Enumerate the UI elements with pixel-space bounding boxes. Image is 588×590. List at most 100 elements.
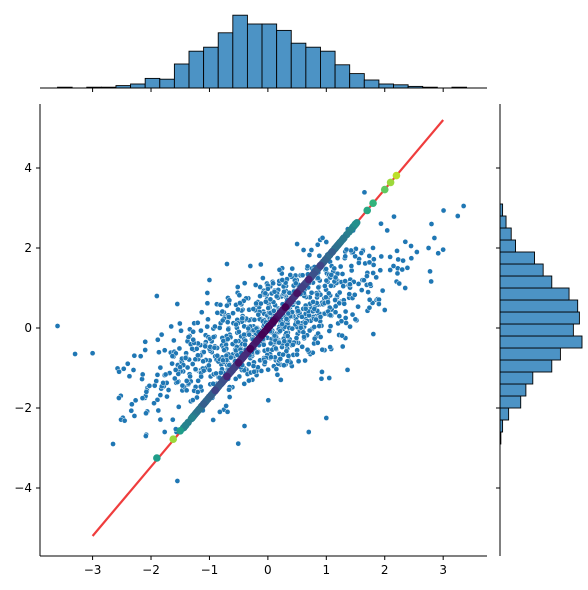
scatter-point (130, 367, 137, 373)
colored-point (304, 275, 313, 284)
scatter-point (370, 270, 376, 276)
scatter-point (233, 321, 239, 328)
scatter-point (175, 404, 182, 410)
colored-point (240, 352, 248, 361)
scatter-point (325, 299, 331, 305)
scatter-point (247, 263, 254, 269)
scatter-point (325, 290, 332, 297)
scatter-point (205, 362, 212, 369)
scatter-point (267, 340, 274, 347)
scatter-point (347, 323, 353, 330)
scatter-point (299, 314, 305, 320)
colored-point (252, 338, 260, 346)
x-tick-label: −1 (201, 563, 219, 577)
colored-point (392, 171, 401, 180)
scatter-point (211, 344, 218, 351)
scatter-point (250, 363, 257, 369)
scatter-point (250, 306, 257, 312)
scatter-point (237, 300, 243, 306)
scatter-point (358, 287, 365, 293)
scatter-point (272, 345, 279, 352)
colored-point (269, 317, 278, 326)
scatter-point (366, 259, 373, 266)
histogram-bar (305, 46, 321, 89)
scatter-point (366, 253, 373, 259)
scatter-point (391, 213, 397, 220)
scatter-point (344, 367, 351, 373)
colored-point (369, 199, 377, 207)
scatter-point (251, 368, 257, 375)
marginal-x-histogram (40, 14, 487, 92)
colored-point (188, 414, 196, 422)
scatter-point (254, 349, 261, 356)
scatter-point (395, 256, 402, 263)
scatter-point (402, 285, 409, 291)
x-tick-label: −3 (84, 563, 102, 577)
colored-point (328, 248, 336, 256)
scatter-point (195, 352, 201, 359)
scatter-point (143, 388, 150, 395)
scatter-point (305, 429, 312, 435)
histogram-bar (499, 299, 579, 313)
scatter-point (132, 397, 139, 404)
histogram-bar (130, 83, 146, 89)
scatter-point (210, 334, 217, 340)
colored-point (298, 283, 306, 291)
scatter-point (160, 380, 166, 386)
colored-point (281, 303, 290, 312)
scatter-point (270, 307, 277, 314)
scatter-point (189, 361, 196, 367)
scatter-point (343, 320, 349, 326)
histogram-bar (499, 239, 516, 253)
scatter-point (234, 284, 241, 290)
scatter-point (327, 312, 334, 319)
scatter-point (277, 328, 284, 334)
scatter-point (204, 323, 211, 330)
scatter-point (212, 323, 218, 330)
scatter-point (336, 313, 343, 320)
histogram-bar (320, 50, 336, 89)
scatter-point (224, 408, 231, 415)
colored-point (363, 206, 372, 215)
scatter-point (226, 394, 233, 400)
scatter-point (284, 358, 291, 365)
scatter-point (121, 417, 128, 424)
scatter-point (301, 334, 307, 340)
colored-point (386, 178, 395, 187)
scatter-point (314, 339, 321, 346)
scatter-point (169, 360, 175, 367)
scatter-point (170, 337, 177, 344)
scatter-point (299, 343, 306, 350)
scatter-point (276, 266, 283, 273)
scatter-point (299, 272, 306, 279)
scatter-point (255, 311, 262, 318)
scatter-point (283, 316, 290, 322)
scatter-point (270, 280, 276, 287)
scatter-point (200, 349, 207, 355)
scatter-point (278, 377, 284, 383)
scatter-point (200, 367, 207, 374)
scatter-point (394, 270, 401, 277)
scatter-point (294, 351, 300, 358)
scatter-point (242, 341, 248, 348)
scatter-point (131, 352, 138, 359)
scatter-point (241, 331, 247, 338)
scatter-point (306, 252, 313, 258)
scatter-point (179, 382, 186, 389)
scatter-point (343, 246, 350, 253)
scatter-point (315, 284, 322, 291)
marginal-y-bars (499, 203, 583, 445)
scatter-point (294, 241, 300, 247)
scatter-point (279, 277, 286, 283)
scatter-point (157, 416, 164, 423)
scatter-point (189, 397, 196, 403)
scatter-point (370, 245, 376, 251)
scatter-point (89, 350, 96, 357)
scatter-point (206, 277, 213, 283)
x-tick-label: 1 (322, 563, 330, 577)
scatter-point (281, 362, 287, 369)
scatter-point (202, 343, 209, 350)
scatter-point (216, 325, 223, 331)
scatter-point (206, 367, 213, 373)
scatter-point (311, 306, 318, 312)
